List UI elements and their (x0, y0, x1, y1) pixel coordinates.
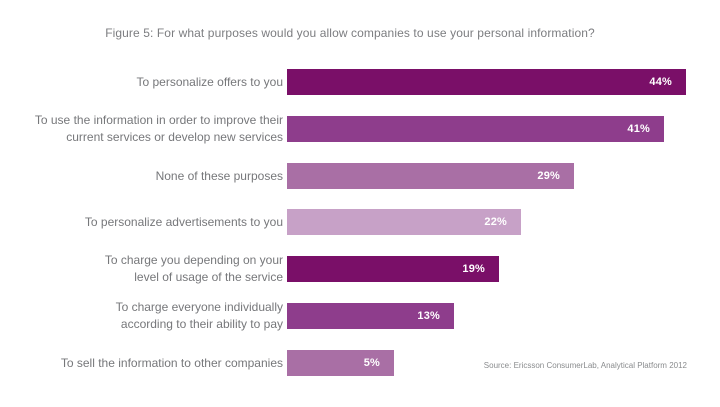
value-label: 5% (363, 357, 380, 369)
bar-row: To personalize advertisements to you 22% (0, 209, 720, 235)
bar: 44% (287, 69, 686, 95)
bar: 5% (287, 350, 394, 376)
value-label: 41% (627, 123, 650, 135)
bar: 13% (287, 303, 454, 329)
value-label: 19% (462, 263, 485, 275)
bar: 41% (287, 116, 664, 142)
category-label: To personalize advertisements to you (84, 214, 283, 229)
figure-title: Figure 5: For what purposes would you al… (105, 26, 595, 40)
category-label: To charge you depending on your level of… (104, 253, 283, 284)
category-label: None of these purposes (155, 168, 283, 183)
bar-row: To sell the information to other compani… (0, 350, 720, 376)
source-note: Source: Ericsson ConsumerLab, Analytical… (483, 361, 687, 370)
value-label: 44% (649, 76, 672, 88)
bar: 22% (287, 209, 521, 235)
category-label: To sell the information to other compani… (60, 355, 283, 370)
bar: 29% (287, 163, 574, 189)
bar: 19% (287, 256, 499, 282)
bar-row: None of these purposes 29% (0, 163, 720, 189)
category-label: To charge everyone individually accordin… (115, 300, 283, 331)
bar-row: To use the information in order to impro… (0, 113, 720, 144)
category-label: To use the information in order to impro… (34, 113, 283, 144)
value-label: 29% (537, 170, 560, 182)
bar-row: To charge you depending on your level of… (0, 253, 720, 284)
category-label: To personalize offers to you (136, 74, 283, 89)
value-label: 22% (484, 216, 507, 228)
bar-row: To charge everyone individually accordin… (0, 300, 720, 331)
value-label: 13% (417, 310, 440, 322)
bar-row: To personalize offers to you 44% (0, 69, 720, 95)
